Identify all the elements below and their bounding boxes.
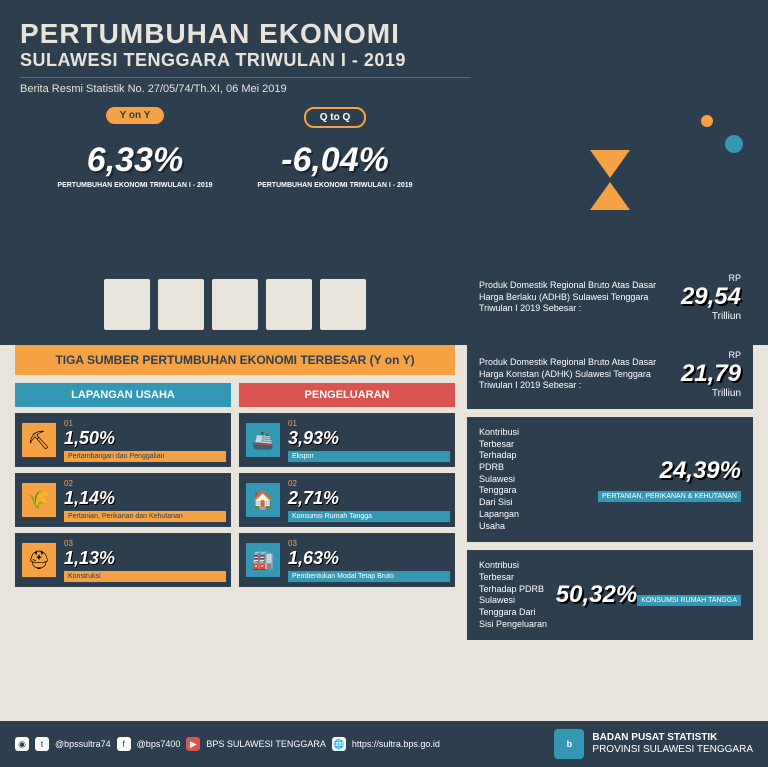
list-item: 🏭 031,63%Pembentukan Modal Tetap Bruto xyxy=(239,533,455,587)
export-icon: 🚢 xyxy=(244,421,282,459)
economy-illustration xyxy=(15,250,455,340)
mining-icon: ⛏ xyxy=(20,421,58,459)
hero-illustration xyxy=(467,105,753,255)
bps-logo-area: b BADAN PUSAT STATISTIK PROVINSI SULAWES… xyxy=(554,729,753,759)
list-item: 🌾 021,14%Pertanian, Perikanan dan Kehuta… xyxy=(15,473,231,527)
list-item: ⛏ 011,50%Pertambangan dan Penggalian xyxy=(15,413,231,467)
subtitle: Berita Resmi Statistik No. 27/05/74/Th.X… xyxy=(20,77,471,95)
list-item: 🏠 022,71%Konsumsi Rumah Tangga xyxy=(239,473,455,527)
social-links: ◉ t @bpssultra74 f @bps7400 ▶ BPS SULAWE… xyxy=(15,737,440,751)
youtube-icon: ▶ xyxy=(186,737,200,751)
bps-logo-icon: b xyxy=(554,729,584,759)
hourglass-icon xyxy=(590,150,630,210)
bubble-qtoq: Q to Q -6,04% PERTUMBUHAN EKONOMI TRIWUL… xyxy=(245,115,425,235)
bubble-tag: Q to Q xyxy=(304,107,367,128)
factory-icon: 🏭 xyxy=(244,541,282,579)
instagram-icon: ◉ xyxy=(15,737,29,751)
twitter-icon: t xyxy=(35,737,49,751)
bubble-label: PERTUMBUHAN EKONOMI TRIWULAN I - 2019 xyxy=(257,182,412,189)
bubble-label: PERTUMBUHAN EKONOMI TRIWULAN I - 2019 xyxy=(57,182,212,189)
list-item: 🚢 013,93%Ekspor xyxy=(239,413,455,467)
section-title: TIGA SUMBER PERTUMBUHAN EKONOMI TERBESAR… xyxy=(15,345,455,375)
stat-bubbles: Y on Y 6,33% PERTUMBUHAN EKONOMI TRIWULA… xyxy=(15,105,455,245)
main-content: Y on Y 6,33% PERTUMBUHAN EKONOMI TRIWULA… xyxy=(0,105,768,640)
col-lapangan: LAPANGAN USAHA ⛏ 011,50%Pertambangan dan… xyxy=(15,383,231,587)
stat-card: Produk Domestik Regional Bruto Atas Dasa… xyxy=(467,263,753,332)
stat-card: Kontribusi Terbesar Terhadap PDRB Sulawe… xyxy=(467,417,753,542)
stat-card: Kontribusi Terbesar Terhadap PDRB Sulawe… xyxy=(467,550,753,640)
bubble-value: -6,04% xyxy=(281,141,389,180)
title-line2: SULAWESI TENGGARA TRIWULAN I - 2019 xyxy=(20,50,748,71)
growth-columns: LAPANGAN USAHA ⛏ 011,50%Pertambangan dan… xyxy=(15,383,455,587)
stat-card: Produk Domestik Regional Bruto Atas Dasa… xyxy=(467,340,753,409)
bubble-yoy: Y on Y 6,33% PERTUMBUHAN EKONOMI TRIWULA… xyxy=(45,115,225,235)
infographic-container: PERTUMBUHAN EKONOMI SULAWESI TENGGARA TR… xyxy=(0,0,768,767)
web-icon: 🌐 xyxy=(332,737,346,751)
col-header: PENGELUARAN xyxy=(239,383,455,407)
bubble-value: 6,33% xyxy=(87,141,183,180)
right-column: Produk Domestik Regional Bruto Atas Dasa… xyxy=(467,105,753,640)
header: PERTUMBUHAN EKONOMI SULAWESI TENGGARA TR… xyxy=(0,0,768,105)
bubble-tag: Y on Y xyxy=(106,107,165,124)
left-column: Y on Y 6,33% PERTUMBUHAN EKONOMI TRIWULA… xyxy=(15,105,455,640)
house-icon: 🏠 xyxy=(244,481,282,519)
col-pengeluaran: PENGELUARAN 🚢 013,93%Ekspor 🏠 022,71%Kon… xyxy=(239,383,455,587)
list-item: ⛑ 031,13%Konstruksi xyxy=(15,533,231,587)
footer: ◉ t @bpssultra74 f @bps7400 ▶ BPS SULAWE… xyxy=(0,721,768,767)
col-header: LAPANGAN USAHA xyxy=(15,383,231,407)
construction-icon: ⛑ xyxy=(20,541,58,579)
title-line1: PERTUMBUHAN EKONOMI xyxy=(20,18,748,50)
agri-icon: 🌾 xyxy=(20,481,58,519)
facebook-icon: f xyxy=(117,737,131,751)
